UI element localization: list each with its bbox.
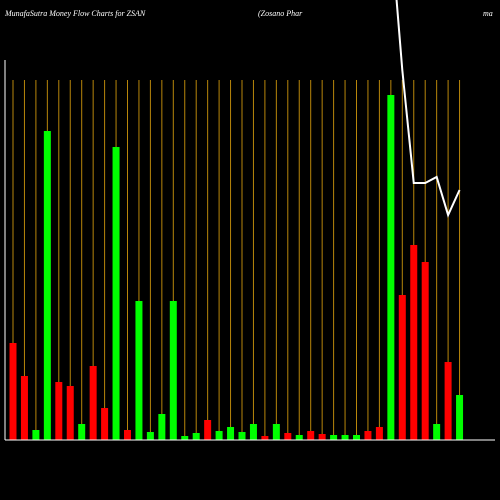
bar: [89, 366, 97, 440]
chart-title: MunafaSutra Money Flow Charts for ZSAN: [4, 9, 146, 18]
bar: [238, 432, 246, 440]
bar: [353, 435, 360, 440]
bar: [55, 382, 63, 440]
bar: [101, 408, 109, 440]
bar: [112, 147, 120, 440]
bar: [444, 362, 452, 440]
bar: [9, 343, 17, 440]
bar: [261, 436, 269, 440]
bar: [456, 395, 464, 440]
bar: [124, 430, 131, 440]
bar: [78, 424, 86, 440]
line-series: [395, 0, 461, 218]
bar: [32, 430, 40, 440]
bar: [43, 131, 51, 440]
bar: [295, 435, 303, 440]
bar: [66, 386, 74, 440]
bar: [158, 414, 166, 440]
bar: [421, 262, 429, 440]
bar: [410, 245, 418, 440]
bar: [181, 436, 189, 440]
bar: [192, 433, 200, 440]
bar: [318, 434, 326, 440]
bar: [433, 424, 441, 440]
bar: [249, 424, 257, 440]
bar: [169, 301, 177, 440]
bar: [20, 376, 28, 440]
bar: [330, 435, 338, 440]
bar: [364, 431, 372, 440]
bar: [284, 433, 292, 440]
bar: [204, 420, 212, 440]
bar: [387, 95, 395, 440]
bar: [341, 435, 349, 440]
chart-subtitle: (Zosano Phar: [258, 9, 303, 18]
bar: [307, 431, 315, 440]
bar: [215, 431, 223, 440]
bar: [146, 432, 154, 440]
bar: [398, 295, 406, 440]
bar: [227, 427, 235, 440]
chart-subtitle: ma: [483, 9, 493, 18]
bar: [135, 301, 143, 440]
bar: [375, 427, 383, 440]
bar: [272, 424, 280, 440]
